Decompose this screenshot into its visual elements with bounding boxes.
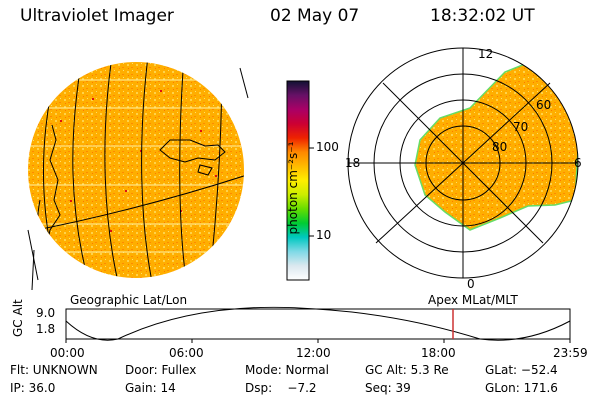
info-door: Door: Fullex xyxy=(125,363,197,377)
timeline-axis-label: GC Alt xyxy=(11,299,25,337)
mlt-label-6: 6 xyxy=(574,156,582,170)
info-ip: IP: 36.0 xyxy=(10,381,56,395)
mlt-label-0: 0 xyxy=(467,277,475,291)
timeline-ytick-1-8: 1.8 xyxy=(36,322,56,336)
colorbar xyxy=(286,80,314,281)
timeline-xtick-1200: 12:00 xyxy=(296,346,331,360)
info-flt: Flt: UNKNOWN xyxy=(10,363,98,377)
mlat-label-70: 70 xyxy=(513,120,529,134)
auroral-oval xyxy=(414,57,578,231)
mlat-label-80: 80 xyxy=(492,140,508,154)
polar-grid xyxy=(347,47,579,279)
mlat-label-60: 60 xyxy=(536,98,552,112)
info-mode: Mode: Normal xyxy=(245,363,329,377)
timeline-ytick-9: 9.0 xyxy=(36,306,56,320)
hot-pixels xyxy=(60,90,217,232)
colorbar-tick-10: 10 xyxy=(316,228,332,242)
info-dsp: Dsp: −7.2 xyxy=(245,381,317,395)
image-date: 02 May 07 xyxy=(270,6,360,26)
instrument-title: Ultraviolet Imager xyxy=(20,6,174,26)
timeline-xtick-0600: 06:00 xyxy=(169,346,204,360)
mlt-label-18: 18 xyxy=(345,156,361,170)
colorbar-unit-label: photon cm⁻²s⁻¹ xyxy=(286,141,300,235)
globe-disk xyxy=(28,62,244,278)
altitude-timeline xyxy=(65,306,571,343)
image-time: 18:32:02 UT xyxy=(430,6,535,26)
timeline-xtick-1800: 18:00 xyxy=(421,346,456,360)
info-glat: GLat: −52.4 xyxy=(485,363,558,377)
colorbar-rect xyxy=(286,80,310,281)
globe-image xyxy=(27,62,249,291)
altitude-curve xyxy=(65,306,571,341)
mlt-label-12: 12 xyxy=(478,47,494,61)
polar-plot xyxy=(347,47,579,279)
timeline-xtick-0000: 00:00 xyxy=(50,346,85,360)
colorbar-tick-100: 100 xyxy=(316,140,339,154)
timeline-frame xyxy=(65,308,571,340)
timeline-xtick-2359: 23:59 xyxy=(553,346,588,360)
timeline-left-title: Geographic Lat/Lon xyxy=(70,293,188,307)
timeline-right-title: Apex MLat/MLT xyxy=(428,293,518,307)
info-glon: GLon: 171.6 xyxy=(485,381,558,395)
info-seq: Seq: 39 xyxy=(365,381,411,395)
info-gain: Gain: 14 xyxy=(125,381,176,395)
info-gc-alt: GC Alt: 5.3 Re xyxy=(365,363,449,377)
